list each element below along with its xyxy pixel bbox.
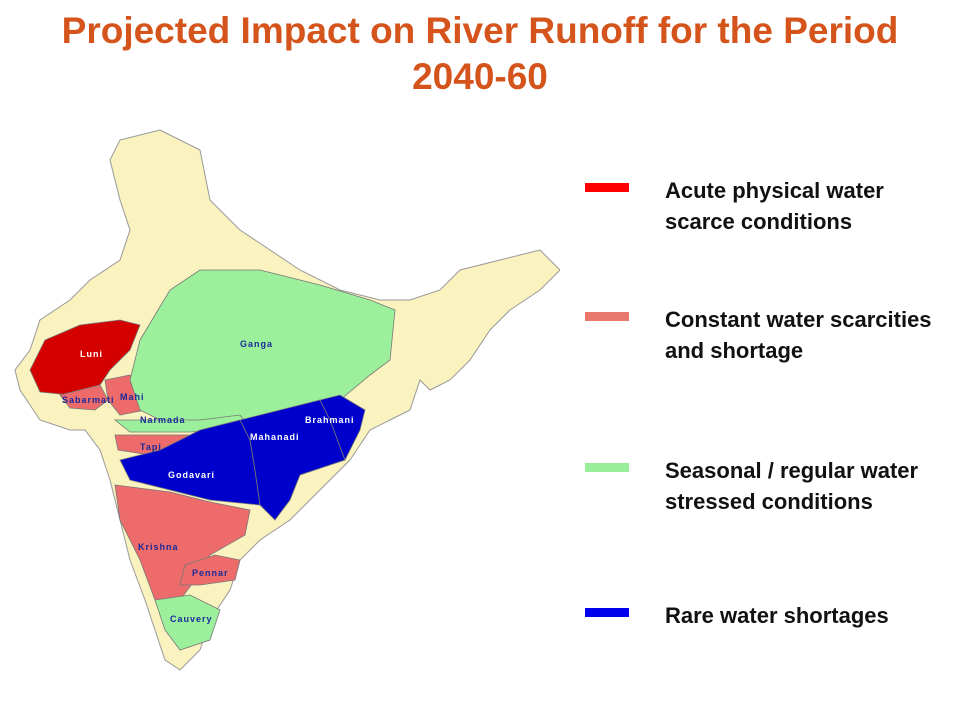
river-label: Krishna: [138, 542, 179, 552]
legend-swatch: [585, 463, 629, 472]
legend-label: Seasonal / regular water stressed condit…: [665, 458, 919, 514]
river-label: Luni: [80, 349, 103, 359]
river-basin: [239, 399, 346, 521]
legend-swatch: [585, 312, 629, 321]
river-label: Sabarmati: [62, 395, 115, 405]
legend-swatch: [585, 608, 629, 617]
river-label: Cauvery: [170, 614, 213, 624]
river-label: Brahmani: [305, 415, 355, 425]
river-basin: [59, 384, 109, 411]
river-label: Mahanadi: [250, 432, 300, 442]
legend-label: Constant water scarcities and shortage: [665, 307, 932, 363]
legend-swatch: [585, 183, 629, 192]
river-label: Tapi: [140, 442, 162, 452]
river-basin: [179, 554, 241, 586]
legend-label: Rare water shortages: [665, 603, 889, 628]
river-label: Pennar: [192, 568, 229, 578]
map: Luni Sabarmati Mahi Ganga Narmada Tapi Godavar…: [14, 129, 560, 671]
river-label: Godavari: [168, 470, 215, 480]
river-basin: [319, 394, 366, 461]
title: Projected Impact on River Runoff for the…: [61, 10, 899, 97]
river-basin: [154, 594, 221, 651]
river-basin: [29, 319, 141, 396]
river-label: Mahi: [120, 392, 145, 402]
river-label: Ganga: [240, 339, 273, 349]
river-label: Narmada: [140, 415, 186, 425]
legend-label: Acute physical water scarce conditions: [665, 178, 884, 234]
